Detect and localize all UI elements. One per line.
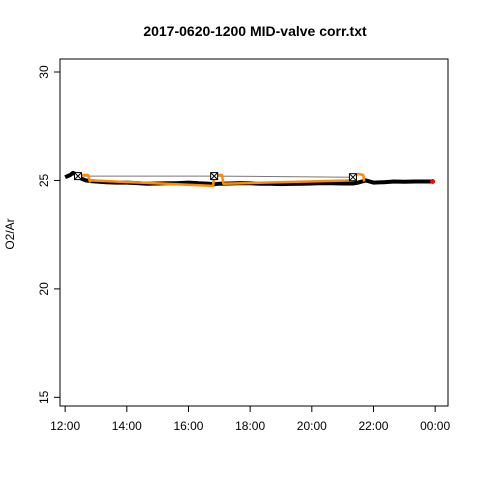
y-axis-title: O2/Ar — [3, 218, 17, 249]
x-tick-label: 00:00 — [420, 419, 450, 433]
y-tick-label: 25 — [37, 173, 51, 187]
y-tick-label: 15 — [37, 390, 51, 404]
series-valve-line — [78, 172, 366, 188]
plot-frame — [59, 58, 449, 407]
valve-marker-cross — [210, 172, 219, 180]
x-tick-label: 12:00 — [50, 419, 80, 433]
x-tick-label: 20:00 — [297, 419, 327, 433]
x-tick-label: 22:00 — [358, 419, 388, 433]
valve-marker — [73, 172, 82, 181]
valve-marker — [348, 173, 357, 182]
valve-marker-cross — [74, 172, 82, 180]
plot-area — [64, 170, 436, 188]
valve-marker-cross — [349, 173, 357, 182]
x-tick-label: 14:00 — [112, 419, 142, 433]
axes: 15 20 25 30 12:00 14:00 16:00 18:00 20:00 22:00 00… — [37, 58, 450, 433]
x-tick-label: 18:00 — [235, 419, 265, 433]
y-tick-label: 30 — [37, 65, 51, 79]
y-tick-label: 20 — [37, 282, 51, 296]
valve-marker — [210, 172, 219, 181]
end-point-marker — [430, 179, 436, 185]
chart-title: 2017-0620-1200 MID-valve corr.txt — [143, 23, 367, 39]
x-tick-label: 16:00 — [173, 419, 203, 433]
